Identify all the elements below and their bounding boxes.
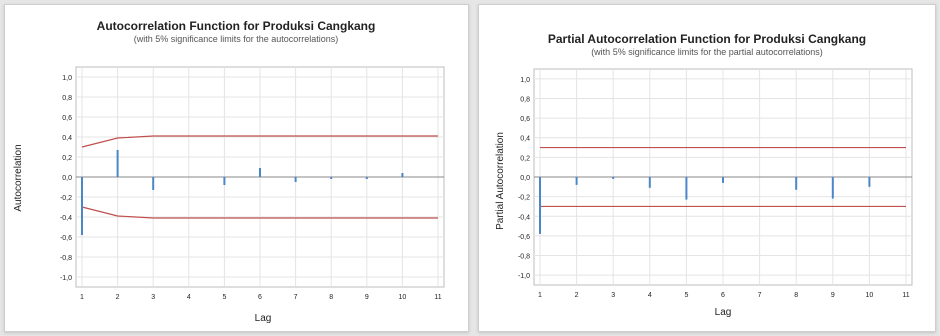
pacf-y-tick-label: 0,4 bbox=[520, 136, 530, 143]
acf-x-tick-label: 9 bbox=[365, 294, 369, 301]
pacf-chart-subtitle: (with 5% significance limits for the par… bbox=[591, 47, 823, 57]
pacf-y-tick-label: 0,8 bbox=[520, 96, 530, 103]
pacf-y-tick-label: 1,0 bbox=[520, 77, 530, 84]
acf-x-tick-label: 4 bbox=[187, 294, 191, 301]
acf-y-tick-label: -0,6 bbox=[60, 235, 72, 242]
acf-chart-subtitle: (with 5% significance limits for the aut… bbox=[134, 34, 339, 44]
acf-y-axis-label: Autocorrelation bbox=[13, 144, 24, 211]
acf-x-axis-label: Lag bbox=[255, 313, 272, 324]
pacf-x-tick-label: 11 bbox=[902, 292, 909, 299]
acf-x-tick-label: 11 bbox=[434, 294, 441, 301]
acf-plot-area: 1,0 0,8 0,6 0,4 0,2 0,0 -0,2 -0,4 -0,6 -0,8 -1,0 1 2… bbox=[60, 66, 445, 301]
acf-y-tick-label: -0,8 bbox=[60, 255, 72, 262]
pacf-y-tick-label: 0,0 bbox=[520, 175, 530, 182]
pacf-chart-panel: Partial Autocorrelation Function for Pro… bbox=[478, 4, 936, 332]
acf-y-tick-label: 0,0 bbox=[62, 175, 72, 182]
pacf-y-axis-label: Partial Autocorrelation bbox=[495, 132, 506, 230]
pacf-x-tick-label: 4 bbox=[648, 292, 652, 299]
acf-x-tick-label: 5 bbox=[222, 294, 226, 301]
pacf-x-axis-label: Lag bbox=[715, 307, 732, 318]
pacf-x-tick-label: 7 bbox=[758, 292, 762, 299]
acf-x-tick-label: 8 bbox=[329, 294, 333, 301]
acf-x-tick-label: 1 bbox=[80, 294, 84, 301]
acf-y-tick-label: 0,6 bbox=[62, 115, 72, 122]
acf-upper-significance-limit bbox=[81, 135, 438, 148]
pacf-x-tick-label: 3 bbox=[611, 292, 615, 299]
pacf-y-tick-label: -1,0 bbox=[518, 273, 530, 280]
acf-x-tick-label: 3 bbox=[151, 294, 155, 301]
acf-chart-title: Autocorrelation Function for Produksi Ca… bbox=[97, 19, 376, 33]
pacf-y-tick-label: -0,4 bbox=[518, 214, 530, 221]
acf-x-tick-label: 7 bbox=[294, 294, 298, 301]
acf-y-tick-label: 0,2 bbox=[62, 155, 72, 162]
acf-x-tick-label: 2 bbox=[116, 294, 120, 301]
pacf-x-tick-label: 5 bbox=[684, 292, 688, 299]
acf-y-tick-label: -0,2 bbox=[60, 195, 72, 202]
pacf-chart-title: Partial Autocorrelation Function for Pro… bbox=[548, 32, 866, 46]
pacf-y-tick-label: 0,2 bbox=[520, 155, 530, 162]
acf-x-tick-label: 6 bbox=[258, 294, 262, 301]
pacf-y-tick-label: -0,2 bbox=[518, 195, 530, 202]
acf-lower-significance-limit bbox=[81, 206, 438, 219]
pacf-plot-area: 1,0 0,8 0,6 0,4 0,2 0,0 -0,2 -0,4 -0,6 -0,8 -1,0 1 2… bbox=[518, 68, 913, 299]
pacf-chart: Partial Autocorrelation Function for Pro… bbox=[495, 32, 913, 318]
acf-y-tick-label: 0,8 bbox=[62, 95, 72, 102]
pacf-x-tick-label: 8 bbox=[794, 292, 798, 299]
pacf-y-tick-label: -0,6 bbox=[518, 234, 530, 241]
acf-y-tick-label: -1,0 bbox=[60, 275, 72, 282]
acf-x-tick-label: 10 bbox=[399, 294, 407, 301]
acf-y-tick-label: 0,4 bbox=[62, 135, 72, 142]
acf-chart: Autocorrelation Function for Produksi Ca… bbox=[13, 19, 445, 324]
pacf-x-tick-label: 9 bbox=[831, 292, 835, 299]
pacf-y-tick-label: -0,8 bbox=[518, 254, 530, 261]
acf-y-tick-label: -0,4 bbox=[60, 215, 72, 222]
pacf-y-tick-label: 0,6 bbox=[520, 116, 530, 123]
pacf-x-tick-label: 6 bbox=[721, 292, 725, 299]
acf-chart-panel: Autocorrelation Function for Produksi Ca… bbox=[4, 4, 469, 332]
pacf-x-tick-label: 1 bbox=[538, 292, 542, 299]
acf-y-tick-label: 1,0 bbox=[62, 75, 72, 82]
pacf-x-tick-label: 10 bbox=[866, 292, 874, 299]
pacf-x-tick-label: 2 bbox=[575, 292, 579, 299]
